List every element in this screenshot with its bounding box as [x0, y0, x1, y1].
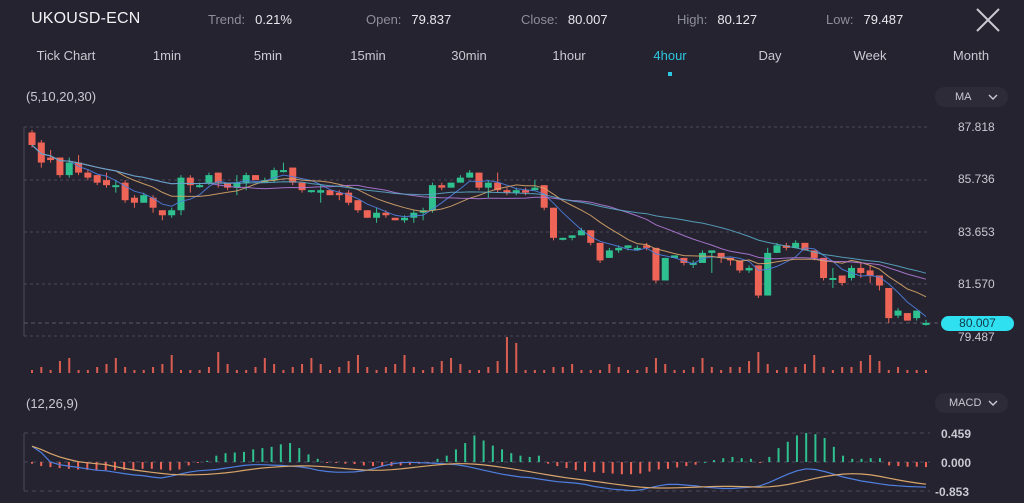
ma-params: (5,10,20,30) — [26, 89, 97, 104]
symbol-name: UKOUSD-ECN — [31, 10, 141, 27]
close-stat: Close: 80.007 — [521, 12, 608, 27]
ma-select-label: MA — [955, 91, 972, 103]
tab-month[interactable]: Month — [952, 48, 990, 63]
price-label-0: 87.818 — [958, 120, 995, 134]
active-tab-indicator — [668, 72, 672, 76]
low-label: Low: — [826, 12, 854, 27]
tab-1hour[interactable]: 1hour — [552, 48, 586, 63]
macd-indicator-select[interactable]: MACD — [935, 393, 1008, 413]
price-label-2: 83.653 — [958, 225, 995, 239]
price-label-3: 81.570 — [958, 277, 995, 291]
open-stat: Open: 79.837 — [366, 12, 451, 27]
current-price-tag: 80.007 — [941, 316, 1014, 331]
chart-header: UKOUSD-ECN Trend: 0.21% Open: 79.837 Close… — [0, 0, 1024, 40]
high-stat: High: 80.127 — [677, 12, 757, 27]
macd-label-top: 0.459 — [941, 427, 972, 441]
trend-label: Trend: — [208, 12, 246, 27]
macd-params: (12,26,9) — [26, 396, 79, 411]
close-label: Close: — [521, 12, 558, 27]
macd-select-label: MACD — [949, 397, 982, 409]
tab-tick-chart[interactable]: Tick Chart — [36, 48, 96, 63]
open-label: Open: — [366, 12, 402, 27]
close-x-icon — [976, 8, 1000, 32]
tab-week[interactable]: Week — [853, 48, 887, 63]
chevron-down-icon — [988, 94, 998, 100]
high-value: 80.127 — [717, 12, 758, 27]
close-button[interactable] — [974, 6, 1002, 34]
tab-15min[interactable]: 15min — [350, 48, 386, 63]
macd-label-bottom: -0.853 — [935, 485, 970, 499]
open-value: 79.837 — [411, 12, 452, 27]
low-value: 79.487 — [863, 12, 904, 27]
tab-4hour[interactable]: 4hour — [653, 48, 687, 63]
tab-30min[interactable]: 30min — [451, 48, 487, 63]
ma-indicator-select[interactable]: MA — [935, 87, 1008, 107]
tab-1min[interactable]: 1min — [152, 48, 182, 63]
chevron-down-icon — [988, 400, 998, 406]
trend-value: 0.21% — [255, 12, 292, 27]
tab-day[interactable]: Day — [758, 48, 782, 63]
trend-stat: Trend: 0.21% — [208, 12, 292, 27]
high-label: High: — [677, 12, 708, 27]
tab-5min[interactable]: 5min — [253, 48, 283, 63]
price-label-1: 85.736 — [958, 172, 995, 186]
timeframe-tabs: Tick Chart 1min 5min 15min 30min 1hour 4hour Da… — [0, 48, 1024, 74]
close-value: 80.007 — [567, 12, 608, 27]
macd-label-zero: 0.000 — [941, 456, 972, 470]
low-stat: Low: 79.487 — [826, 12, 903, 27]
price-label-4: 79.487 — [958, 330, 995, 344]
